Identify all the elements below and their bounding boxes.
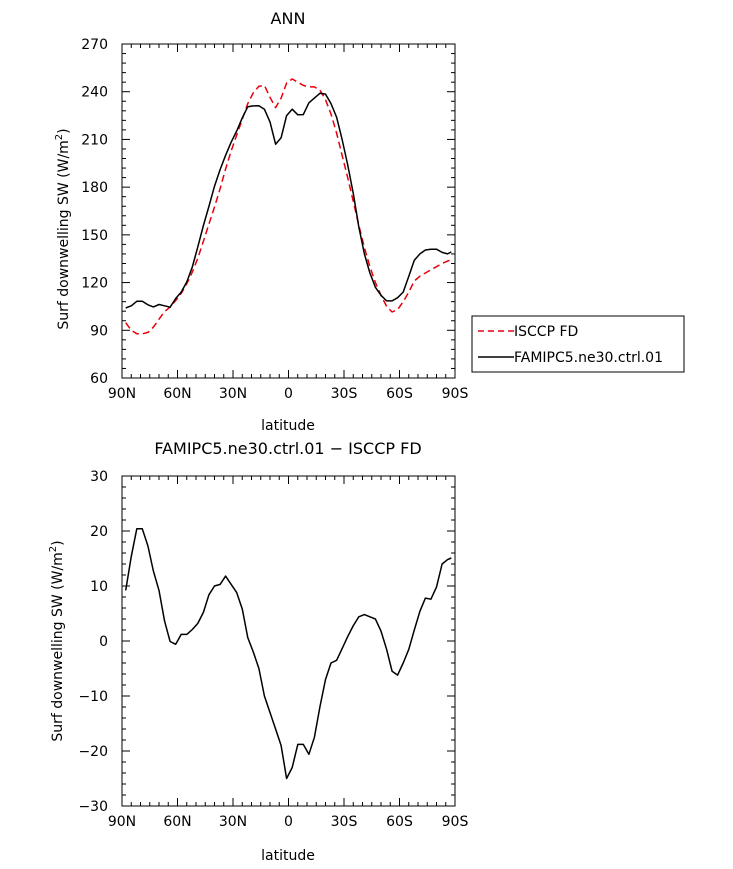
x-tick-label: 0 bbox=[284, 814, 293, 830]
x-tick-label: 60N bbox=[163, 814, 191, 830]
panel-top-y-axis-label-tail: ) bbox=[56, 128, 72, 133]
panel-bottom-x-axis-label: latitude bbox=[261, 848, 315, 864]
panel-bottom: FAMIPC5.ne30.ctrl.01 − ISCCP FD 90N 60N 30… bbox=[48, 439, 468, 864]
panel-top-y-axis-label-superscript: 2 bbox=[54, 134, 65, 140]
x-tick-label: 60S bbox=[386, 386, 413, 402]
y-tick-label: 270 bbox=[81, 37, 108, 53]
panel-top-title: ANN bbox=[271, 9, 306, 28]
panel-top: ANN 90N 60N 30N 0 30S 60S 90S 60 90 120 150 180 210 2… bbox=[54, 9, 685, 434]
y-tick-label: 10 bbox=[90, 579, 108, 595]
panel-top-x-axis-label: latitude bbox=[261, 418, 315, 434]
y-tick-label: 20 bbox=[90, 524, 108, 540]
x-tick-label: 30N bbox=[219, 814, 247, 830]
panel-bottom-title: FAMIPC5.ne30.ctrl.01 − ISCCP FD bbox=[154, 439, 421, 458]
y-tick-label: 30 bbox=[90, 469, 108, 485]
plot-frame bbox=[121, 475, 456, 807]
x-tick-label: 30S bbox=[331, 386, 358, 402]
x-tick-label: 90S bbox=[442, 386, 469, 402]
y-tick-label: 0 bbox=[99, 634, 108, 650]
x-tick-label: 30N bbox=[219, 386, 247, 402]
legend-label-famipc5: FAMIPC5.ne30.ctrl.01 bbox=[514, 350, 663, 366]
panel-bottom-y-axis-label-superscript: 2 bbox=[48, 546, 59, 552]
x-tick-label: 90S bbox=[442, 814, 469, 830]
series-line-isccp-fd bbox=[125, 78, 452, 335]
y-tick-label: 210 bbox=[81, 132, 108, 148]
legend: ISCCP FD FAMIPC5.ne30.ctrl.01 bbox=[471, 315, 685, 373]
y-tick-label: −30 bbox=[78, 799, 108, 815]
x-tick-label: 90N bbox=[108, 386, 136, 402]
panel-top-y-axis-label-main: Surf downwelling SW (W/m bbox=[56, 140, 72, 329]
panel-bottom-y-axis-label: Surf downwelling SW (W/m2) bbox=[48, 540, 66, 741]
y-tick-label: 90 bbox=[90, 323, 108, 339]
y-tick-label: 150 bbox=[81, 228, 108, 244]
x-tick-label: 60N bbox=[163, 386, 191, 402]
legend-box bbox=[471, 315, 685, 373]
series-line-famipc5-ne30-ctrl-01 bbox=[125, 92, 452, 309]
plot-frame bbox=[121, 43, 456, 379]
y-tick-label: 240 bbox=[81, 85, 108, 101]
panel-bottom-y-axis-label-tail: ) bbox=[50, 540, 66, 545]
panel-top-y-axis-label: Surf downwelling SW (W/m2) bbox=[54, 128, 72, 329]
panel-bottom-y-axis-label-main: Surf downwelling SW (W/m bbox=[50, 552, 66, 741]
y-tick-label: −20 bbox=[78, 744, 108, 760]
panel-top-plot-area: 90N 60N 30N 0 30S 60S 90S 60 90 120 150 180 210 240 27… bbox=[81, 37, 468, 402]
panel-bottom-plot-area: 90N 60N 30N 0 30S 60S 90S −30 −20 −10 0 10 20 30 bbox=[78, 469, 468, 830]
y-tick-label: 60 bbox=[90, 371, 108, 387]
x-tick-label: 90N bbox=[108, 814, 136, 830]
x-tick-label: 0 bbox=[284, 386, 293, 402]
y-tick-label: −10 bbox=[78, 689, 108, 705]
x-tick-label: 60S bbox=[386, 814, 413, 830]
y-tick-label: 180 bbox=[81, 180, 108, 196]
legend-label-isccp: ISCCP FD bbox=[514, 324, 578, 340]
x-tick-label: 30S bbox=[331, 814, 358, 830]
series-line-difference-0 bbox=[124, 528, 452, 780]
y-tick-label: 120 bbox=[81, 276, 108, 292]
